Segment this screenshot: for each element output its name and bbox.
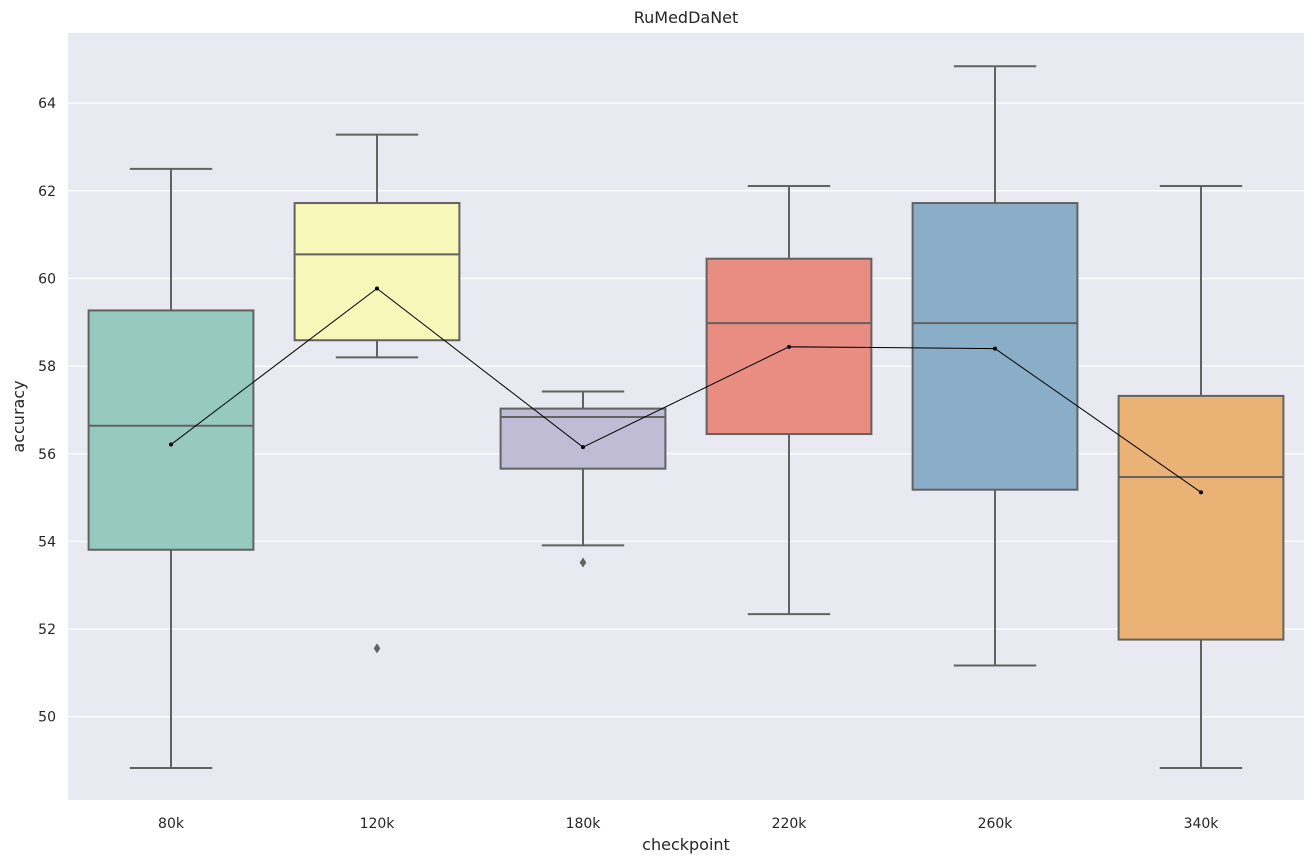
x-tick-label: 340k [1184, 816, 1220, 832]
x-tick-label: 120k [360, 816, 396, 832]
y-tick-label: 52 [38, 622, 56, 638]
box-120k [293, 133, 461, 654]
box-340k [1117, 184, 1285, 770]
x-tick-label: 260k [978, 816, 1014, 832]
y-tick-label: 56 [38, 447, 56, 463]
mean-line [170, 287, 1202, 493]
mean-point [993, 346, 997, 351]
boxes [87, 65, 1285, 770]
y-tick-label: 62 [38, 184, 56, 200]
y-tick-label: 64 [38, 96, 56, 112]
mean-line-group [169, 286, 1203, 495]
box-260k [911, 65, 1079, 667]
box-body [1117, 394, 1285, 641]
y-tick-label: 60 [38, 271, 56, 287]
mean-point [375, 286, 379, 291]
box-180k [499, 390, 667, 568]
x-tick-label: 180k [566, 816, 602, 832]
box-body [499, 407, 667, 470]
y-tick-label: 54 [38, 534, 56, 550]
chart-title: RuMedDaNet [634, 8, 739, 27]
y-tick-labels: 50 52 54 56 58 60 62 64 [38, 96, 56, 726]
outlier-point [579, 557, 587, 568]
outlier-point [373, 643, 381, 654]
box-body [911, 202, 1079, 491]
gridlines [68, 102, 1304, 718]
x-tick-label: 80k [158, 816, 185, 832]
mean-point [169, 442, 173, 447]
y-tick-label: 50 [38, 710, 56, 726]
mean-point [1199, 490, 1203, 495]
y-axis-title: accuracy [9, 380, 28, 452]
y-tick-label: 58 [38, 359, 56, 375]
x-tick-labels: 80k 120k 180k 220k 260k 340k [158, 816, 1219, 832]
mean-point [787, 344, 791, 349]
x-tick-label: 220k [772, 816, 808, 832]
box-body [293, 202, 461, 342]
box-body [87, 309, 255, 551]
x-axis-title: checkpoint [642, 835, 730, 854]
plot-area [68, 33, 1304, 800]
box-80k [87, 167, 255, 770]
mean-point [581, 445, 585, 450]
